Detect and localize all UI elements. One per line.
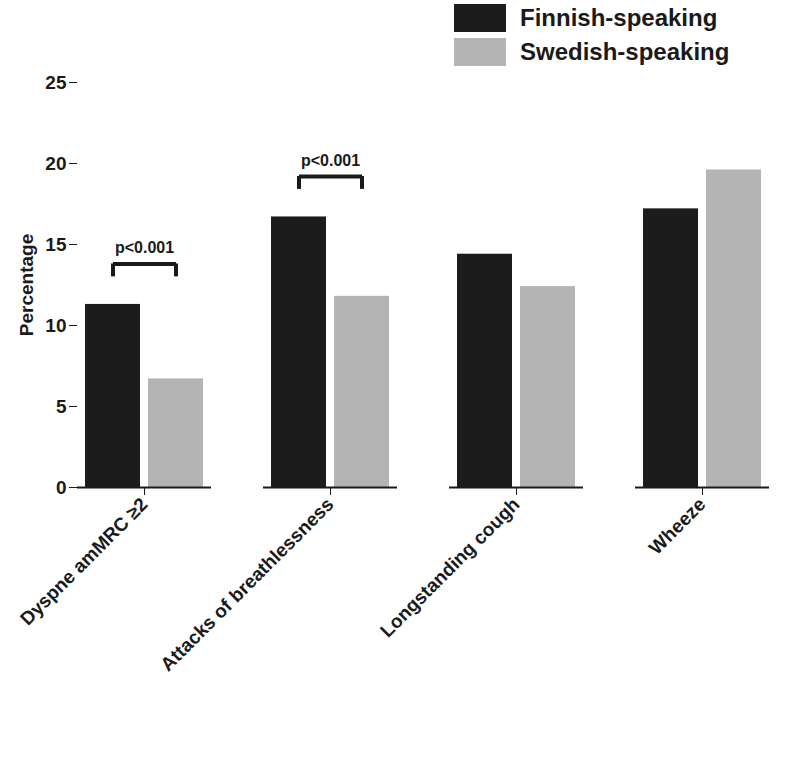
html-text:Swedish-speaking: Swedish-speaking: [520, 38, 730, 65]
svg-text:Percentage: Percentage: [16, 234, 37, 336]
svg-text:15: 15: [45, 234, 67, 255]
svg-text:Longstanding cough: Longstanding cough: [376, 494, 524, 642]
html-text:Finnish-speaking: Finnish-speaking: [520, 4, 718, 31]
svg-text:Dyspne amMRC ≥2: Dyspne amMRC ≥2: [16, 494, 152, 630]
svg-text:0: 0: [56, 477, 67, 498]
svg-text:25: 25: [45, 72, 67, 93]
svg-text:p<0.001: p<0.001: [301, 152, 360, 169]
svg-text:Wheeze: Wheeze: [645, 494, 710, 559]
svg-text:10: 10: [45, 315, 66, 336]
svg-text:20: 20: [45, 153, 66, 174]
svg-text:p<0.001: p<0.001: [115, 239, 174, 256]
svg-text:Attacks of breathlessness: Attacks of breathlessness: [156, 494, 337, 675]
svg-text:5: 5: [56, 396, 67, 417]
